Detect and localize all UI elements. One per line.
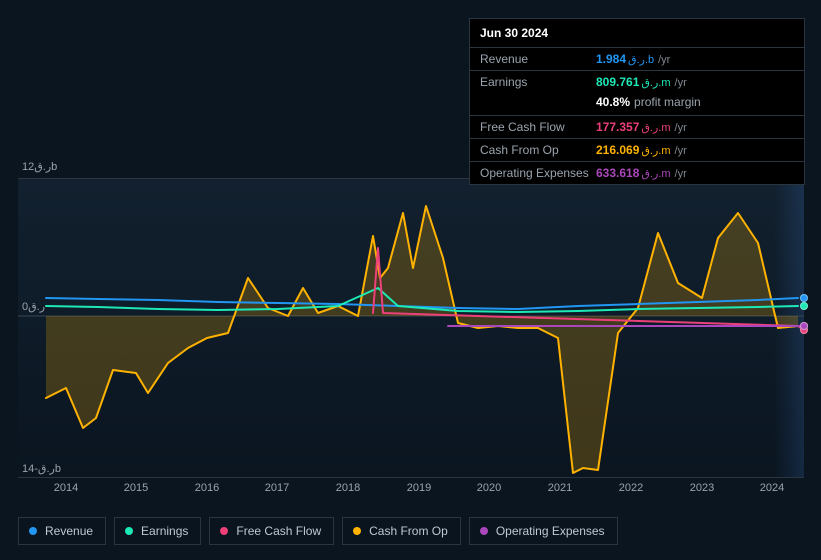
x-axis-tick: 2017 [265,482,289,494]
tooltip-row-currency: ر.ق.m [641,121,670,134]
legend: Revenue Earnings Free Cash Flow Cash From O… [18,517,618,545]
tooltip-row-currency: ر.ق.b [628,53,654,66]
x-axis-tick: 2021 [548,482,572,494]
tooltip-row-value: 216.069 [596,143,639,157]
tooltip-row-label: Cash From Op [480,143,596,157]
legend-dot-icon [125,527,133,535]
legend-label: Operating Expenses [496,524,605,538]
chart-svg [18,178,804,478]
y-axis-label-top: ر.ق12b [22,160,57,173]
tooltip-row-currency: ر.ق.m [641,167,670,180]
legend-item[interactable]: Cash From Op [342,517,461,545]
chart-area[interactable]: ر.ق12b ر.ق0 ر.ق-14b [18,160,804,475]
tooltip-row-unit: /yr [658,54,670,66]
tooltip-row: Earnings809.761ر.ق.m/yr [470,70,804,93]
legend-dot-icon [353,527,361,535]
legend-dot-icon [29,527,37,535]
x-axis-tick: 2016 [195,482,219,494]
tooltip-row-label: Revenue [480,52,596,66]
x-axis-tick: 2024 [760,482,784,494]
x-axis-tick: 2018 [336,482,360,494]
legend-item[interactable]: Operating Expenses [469,517,618,545]
x-axis-tick: 2020 [477,482,501,494]
tooltip-row-currency: ر.ق.m [641,144,670,157]
tooltip-row-value: 177.357 [596,120,639,134]
tooltip-subrow: 40.8% profit margin [470,93,804,115]
tooltip-row: Cash From Op216.069ر.ق.m/yr [470,138,804,161]
tooltip-row: Operating Expenses633.618ر.ق.m/yr [470,161,804,184]
tooltip-row-label: Free Cash Flow [480,120,596,134]
tooltip-row: Revenue1.984ر.ق.b/yr [470,47,804,70]
legend-label: Free Cash Flow [236,524,321,538]
tooltip-row-label: Earnings [480,75,596,89]
tooltip-sub-value: 40.8% [596,95,630,109]
tooltip-rows-container: Revenue1.984ر.ق.b/yrEarnings809.761ر.ق.m… [470,47,804,184]
legend-dot-icon [220,527,228,535]
tooltip-row-value: 1.984 [596,52,626,66]
tooltip-row-value: 633.618 [596,166,639,180]
x-axis-tick: 2022 [619,482,643,494]
legend-label: Earnings [141,524,188,538]
series-end-marker [800,302,808,310]
tooltip-row-currency: ر.ق.m [641,76,670,89]
tooltip-row-label: Operating Expenses [480,166,596,180]
tooltip-row-unit: /yr [675,77,687,89]
tooltip-row-value: 809.761 [596,75,639,89]
legend-item[interactable]: Revenue [18,517,106,545]
x-axis-tick: 2015 [124,482,148,494]
data-tooltip: Jun 30 2024 Revenue1.984ر.ق.b/yrEarnings… [469,18,805,185]
tooltip-sub-text: profit margin [634,95,701,109]
tooltip-row-unit: /yr [675,122,687,134]
tooltip-date: Jun 30 2024 [470,19,804,47]
x-axis: 2014 2015 2016 2017 2018 2019 2020 2021 2022 2023… [18,482,804,502]
tooltip-row-unit: /yr [675,168,687,180]
legend-label: Revenue [45,524,93,538]
series-end-marker [800,322,808,330]
x-axis-tick: 2019 [407,482,431,494]
legend-label: Cash From Op [369,524,448,538]
series-end-marker [800,294,808,302]
legend-item[interactable]: Free Cash Flow [209,517,334,545]
tooltip-row: Free Cash Flow177.357ر.ق.m/yr [470,115,804,138]
legend-item[interactable]: Earnings [114,517,201,545]
legend-dot-icon [480,527,488,535]
tooltip-row-unit: /yr [675,145,687,157]
x-axis-tick: 2023 [690,482,714,494]
x-axis-tick: 2014 [54,482,78,494]
